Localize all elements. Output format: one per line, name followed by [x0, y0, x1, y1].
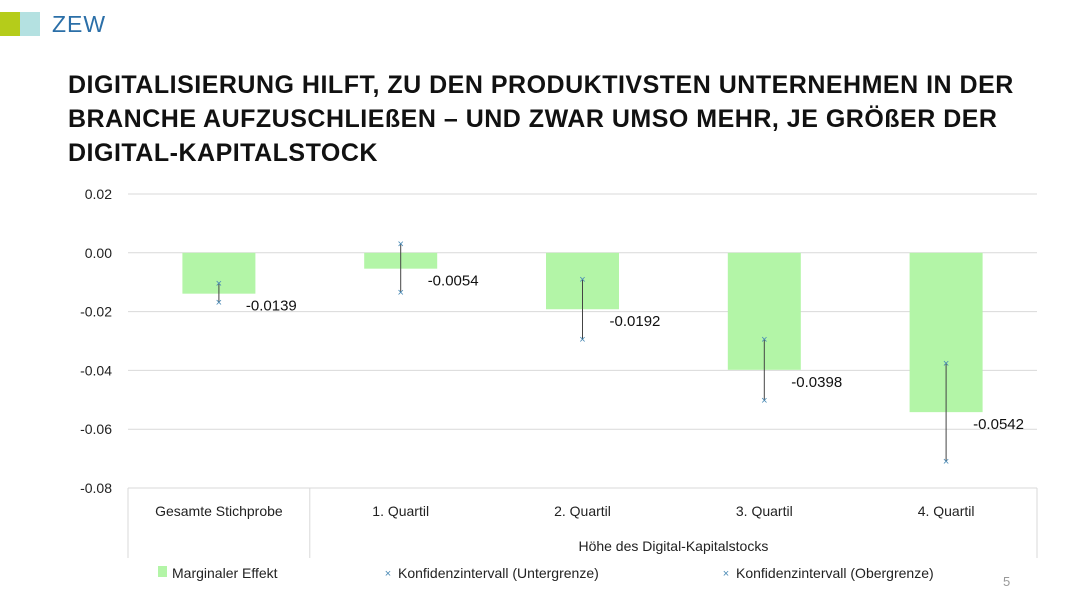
x-tick-label: Gesamte Stichprobe	[155, 503, 283, 519]
data-label: -0.0542	[973, 416, 1024, 433]
logo-square-blue	[20, 12, 40, 36]
x-tick-label: 3. Quartil	[736, 503, 793, 519]
ci-lower-marker: ×	[943, 456, 949, 468]
y-tick-label: 0.02	[85, 186, 112, 202]
y-tick-label: -0.02	[80, 304, 112, 320]
data-label: -0.0054	[428, 273, 479, 290]
legend-label: Marginaler Effekt	[172, 565, 278, 581]
logo-square-green	[0, 12, 20, 36]
data-label: -0.0192	[610, 313, 661, 330]
ci-upper-marker: ×	[397, 239, 403, 251]
data-label: -0.0139	[246, 298, 297, 315]
legend-label: Konfidenzintervall (Obergrenze)	[736, 565, 934, 581]
y-tick-label: -0.06	[80, 421, 112, 437]
page-title: DIGITALISIERUNG HILFT, ZU DEN PRODUKTIVS…	[68, 71, 1014, 167]
y-tick-label: 0.00	[85, 245, 112, 261]
y-tick-label: -0.08	[80, 480, 112, 496]
logo-text: ZEW	[52, 10, 107, 37]
x-tick-label: 1. Quartil	[372, 503, 429, 519]
page-number: 5	[1003, 574, 1011, 589]
x-group-label: Höhe des Digital-Kapitalstocks	[578, 538, 768, 554]
ci-lower-marker: ×	[397, 287, 403, 299]
ci-upper-marker: ×	[761, 334, 767, 346]
ci-upper-marker: ×	[943, 358, 949, 370]
ci-upper-marker: ×	[579, 274, 585, 286]
legend-marker: ×	[723, 568, 729, 580]
zew-logo: ZEW	[0, 10, 107, 37]
ci-lower-marker: ×	[579, 334, 585, 346]
legend-marker: ×	[385, 568, 391, 580]
x-tick-label: 4. Quartil	[918, 503, 975, 519]
x-tick-label: 2. Quartil	[554, 503, 611, 519]
legend-swatch	[158, 566, 167, 577]
legend-label: Konfidenzintervall (Untergrenze)	[398, 565, 599, 581]
y-tick-label: -0.04	[80, 362, 112, 378]
ci-lower-marker: ×	[216, 297, 222, 309]
ci-lower-marker: ×	[761, 395, 767, 407]
ci-upper-marker: ×	[216, 278, 222, 290]
data-label: -0.0398	[791, 374, 842, 391]
